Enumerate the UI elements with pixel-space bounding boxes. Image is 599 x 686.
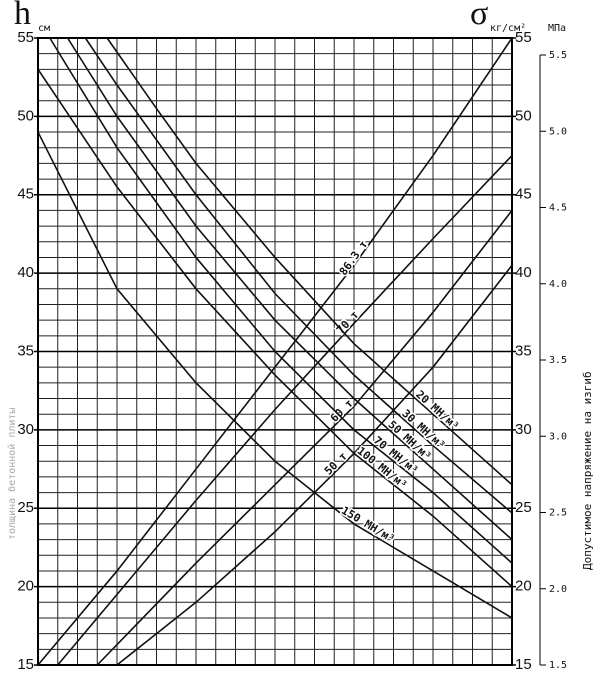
y-tick-label: 55 [17, 29, 34, 46]
mpa-axis-unit: МПа [548, 23, 566, 34]
y-tick-label: 35 [17, 342, 34, 359]
y2-tick-label: 2.0 [549, 584, 567, 595]
curve [106, 37, 513, 486]
y-tick-label: 45 [17, 186, 34, 203]
y2-axis-title: Допустимое напряжение на изгиб [581, 371, 594, 570]
y-axis-title: толщина бетонной плиты [6, 408, 18, 540]
right-axis-unit: кг/см² [490, 23, 526, 34]
curve [37, 37, 513, 666]
curve [37, 131, 513, 619]
right-y-tick-label: 55 [515, 29, 532, 46]
right-y-tick-label: 25 [515, 499, 532, 516]
right-y-tick-label: 15 [515, 656, 532, 673]
y-tick-label: 40 [17, 264, 34, 281]
curve [49, 37, 513, 564]
y2-tick-label: 4.5 [549, 203, 567, 214]
curve [96, 209, 513, 666]
right-y-tick-label: 30 [515, 421, 532, 438]
y2-tick-label: 1.5 [549, 660, 567, 671]
y-tick-label: 30 [17, 421, 34, 438]
right-y-tick-label: 40 [515, 264, 532, 281]
y2-tick-label: 2.5 [549, 508, 567, 519]
y-tick-label: 25 [17, 499, 34, 516]
y2-tick-label: 5.0 [549, 126, 567, 137]
right-y-tick-label: 20 [515, 578, 532, 595]
right-y-tick-label: 35 [515, 342, 532, 359]
right-axis-symbol: σ [470, 0, 488, 32]
curve [37, 68, 513, 588]
right-y-tick-label: 50 [515, 107, 532, 124]
y2-tick-label: 3.5 [549, 355, 567, 366]
curve [57, 155, 513, 666]
right-y-tick-label: 45 [515, 186, 532, 203]
series-label: 70 т [334, 308, 362, 336]
left-axis-symbol: h [14, 0, 31, 32]
series-label: 50 т [322, 450, 350, 478]
y2-tick-label: 5.5 [549, 50, 567, 61]
y-tick-label: 15 [17, 656, 34, 673]
left-axis-unit: см [38, 23, 50, 34]
y-tick-label: 50 [17, 107, 34, 124]
y-tick-label: 20 [17, 578, 34, 595]
curve [84, 37, 513, 514]
curve [66, 37, 513, 541]
y2-tick-label: 3.0 [549, 431, 567, 442]
series-label: 60 т [328, 397, 356, 425]
y2-tick-label: 4.0 [549, 279, 567, 290]
